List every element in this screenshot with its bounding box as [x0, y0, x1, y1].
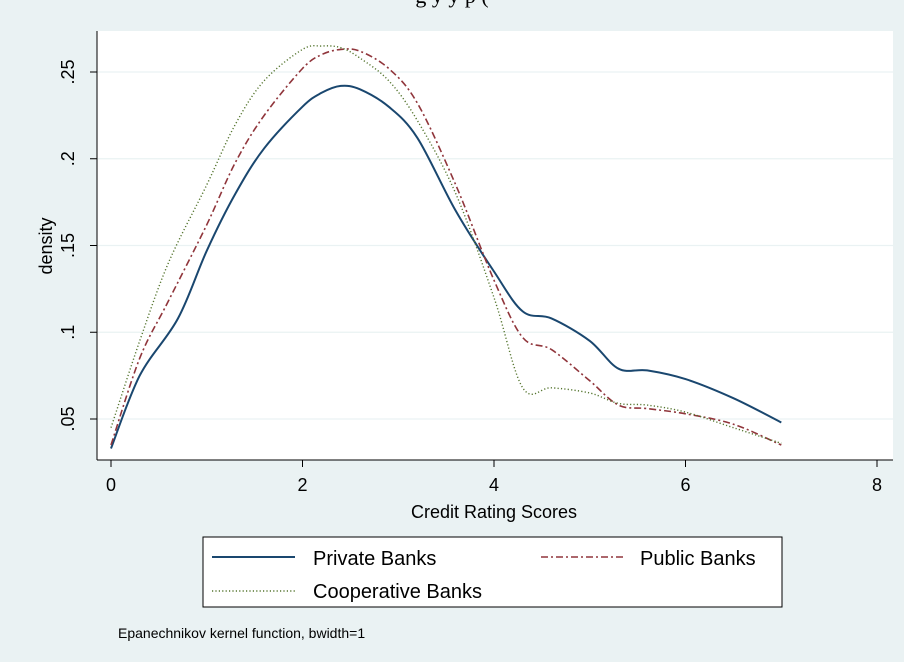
y-tick-label: .1: [58, 325, 78, 340]
caption-fragment: g y y p (: [0, 0, 904, 9]
x-tick-label: 6: [680, 475, 690, 495]
x-tick-label: 8: [872, 475, 882, 495]
x-axis-title: Credit Rating Scores: [411, 502, 577, 522]
y-tick-label: .25: [58, 59, 78, 84]
x-tick-label: 2: [297, 475, 307, 495]
y-tick-label: .05: [58, 406, 78, 431]
legend-label-public: Public Banks: [640, 548, 756, 570]
y-axis-ticks: .05 .1 .15 .2 .25: [58, 59, 97, 432]
gridlines: [97, 71, 893, 420]
x-axis-ticks: 0 2 4 6 8: [106, 460, 882, 495]
y-axis-title: density: [36, 217, 56, 274]
legend-label-cooperative: Cooperative Banks: [313, 581, 482, 603]
legend: Private Banks Public Banks Cooperative B…: [202, 536, 783, 608]
x-tick-label: 4: [489, 475, 499, 495]
cooperative-banks-line: [110, 44, 782, 444]
y-tick-label: .15: [58, 233, 78, 258]
private-banks-line: [110, 84, 782, 449]
legend-label-private: Private Banks: [313, 548, 436, 570]
y-tick-label: .2: [58, 151, 78, 166]
series-lines: [110, 44, 782, 449]
x-tick-label: 0: [106, 475, 116, 495]
legend-box: [202, 536, 783, 608]
chart-note: Epanechnikov kernel function, bwidth=1: [118, 625, 365, 641]
public-banks-line: [110, 48, 782, 446]
